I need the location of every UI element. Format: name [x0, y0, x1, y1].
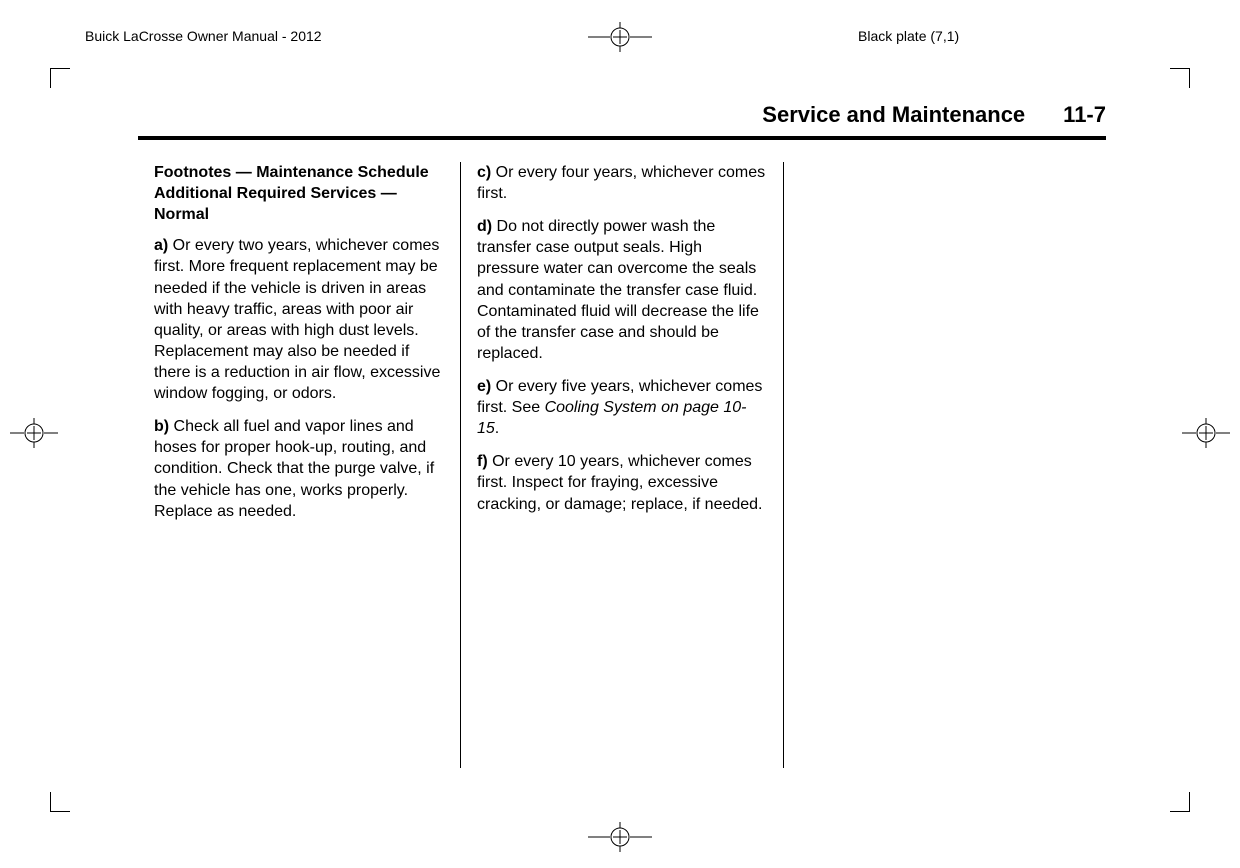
- footnote-e-text-2: .: [495, 420, 499, 437]
- section-page-number: 11-7: [1063, 102, 1106, 128]
- footnote-b: b) Check all fuel and vapor lines and ho…: [154, 416, 444, 522]
- footnote-c-label: c): [477, 164, 491, 181]
- footnote-b-text: Check all fuel and vapor lines and hoses…: [154, 418, 434, 519]
- footnote-d-label: d): [477, 218, 492, 235]
- crop-mark-tl: [50, 68, 70, 88]
- registration-mark-bottom: [588, 822, 652, 852]
- column-2: c) Or every four years, whichever comes …: [460, 162, 783, 768]
- column-1: Footnotes — Maintenance Schedule Additio…: [138, 162, 460, 768]
- crop-mark-br: [1170, 792, 1190, 812]
- section-header: Service and Maintenance 11-7: [138, 102, 1106, 140]
- footnote-c-text: Or every four years, whichever comes fir…: [477, 164, 765, 202]
- section-title: Service and Maintenance: [762, 102, 1025, 128]
- footnote-f: f) Or every 10 years, whichever comes fi…: [477, 451, 767, 514]
- footnote-c: c) Or every four years, whichever comes …: [477, 162, 767, 204]
- crop-mark-bl: [50, 792, 70, 812]
- footnote-f-text: Or every 10 years, whichever comes first…: [477, 453, 763, 512]
- crop-mark-tr: [1170, 68, 1190, 88]
- header-right-text: Black plate (7,1): [858, 28, 959, 44]
- column-3: [783, 162, 1106, 768]
- footnote-a: a) Or every two years, whichever comes f…: [154, 235, 444, 404]
- footnote-e-label: e): [477, 378, 491, 395]
- registration-mark-right: [1182, 418, 1230, 448]
- header-left-text: Buick LaCrosse Owner Manual - 2012: [85, 28, 322, 44]
- registration-mark-left: [10, 418, 58, 448]
- registration-mark-top: [588, 22, 652, 52]
- footnote-f-label: f): [477, 453, 488, 470]
- footnote-e: e) Or every five years, whichever comes …: [477, 376, 767, 439]
- content-area: Footnotes — Maintenance Schedule Additio…: [138, 162, 1106, 768]
- page: Buick LaCrosse Owner Manual - 2012 Black…: [0, 0, 1240, 868]
- footnote-b-label: b): [154, 418, 169, 435]
- footnote-a-label: a): [154, 237, 168, 254]
- footnote-d: d) Do not directly power wash the transf…: [477, 216, 767, 364]
- footnote-d-text: Do not directly power wash the transfer …: [477, 218, 759, 362]
- footnotes-heading: Footnotes — Maintenance Schedule Additio…: [154, 162, 444, 225]
- footnote-a-text: Or every two years, whichever comes firs…: [154, 237, 440, 402]
